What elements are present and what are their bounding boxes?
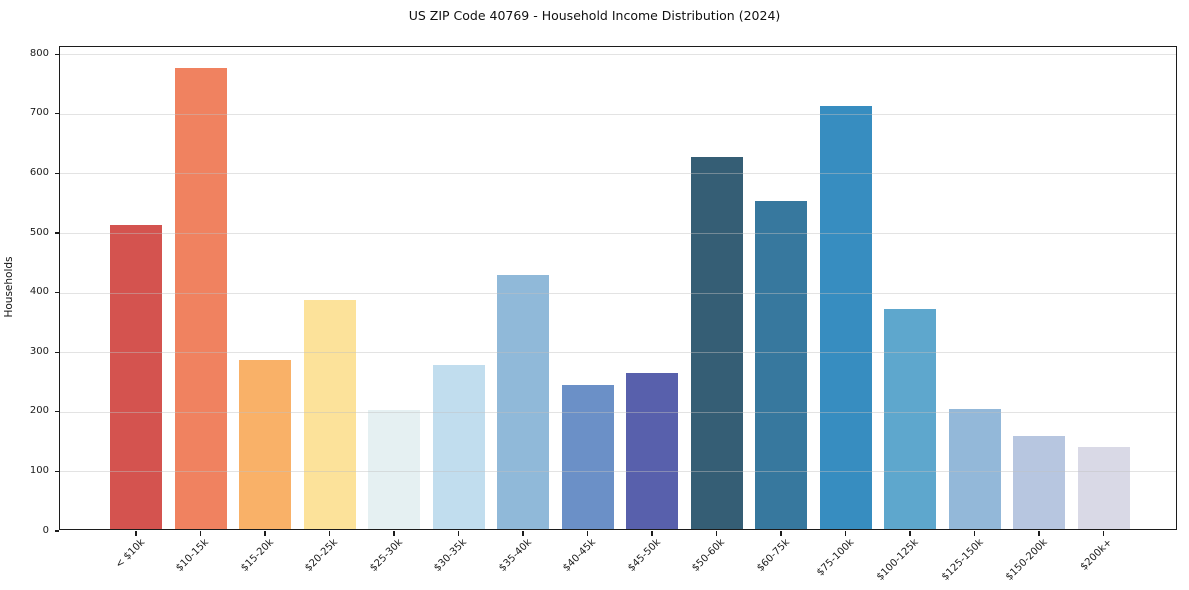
x-tick-mark	[457, 531, 460, 536]
x-tick-mark	[522, 531, 524, 536]
bar	[174, 68, 227, 529]
x-tick-label: $60-75k	[754, 537, 792, 574]
y-tick-label: 100	[29, 464, 49, 476]
bar	[110, 225, 162, 529]
x-tick-mark	[780, 531, 782, 536]
x-tick-mark	[264, 531, 266, 536]
x-tick-mark	[651, 531, 653, 536]
y-tick-mark	[54, 411, 59, 413]
x-tick-label: $10-15k	[174, 537, 212, 574]
x-tick-mark	[973, 531, 976, 536]
y-tick-mark	[54, 53, 59, 55]
plot-area	[54, 46, 1177, 536]
gridline	[60, 173, 1176, 175]
bar	[1077, 447, 1130, 529]
gridline	[60, 233, 1176, 234]
x-tick-label: $200k+	[1078, 537, 1115, 573]
y-tick-label: 300	[29, 345, 49, 357]
bar	[239, 359, 291, 529]
y-tick-mark	[54, 232, 59, 234]
x-tick-mark	[715, 531, 718, 536]
y-tick-mark	[54, 113, 59, 115]
y-tick-mark	[54, 172, 59, 174]
x-tick-mark	[844, 531, 847, 536]
x-tick-mark	[1038, 531, 1040, 536]
x-tick-mark	[1102, 531, 1105, 536]
x-tick-mark	[586, 531, 589, 536]
bar	[948, 408, 1001, 529]
y-tick-label: 400	[29, 286, 49, 298]
bar	[626, 372, 678, 529]
x-tick-label: < $10k	[113, 537, 147, 571]
y-tick-mark	[54, 470, 59, 472]
bar	[690, 156, 743, 529]
x-tick-mark	[393, 531, 395, 536]
bar	[368, 409, 420, 529]
x-tick-label: $15-20k	[238, 537, 276, 574]
x-tick-label: $50-60k	[690, 537, 728, 574]
x-tick-mark	[909, 531, 911, 536]
y-tick-label: 700	[29, 107, 49, 119]
x-tick-label: $75-100k	[814, 537, 857, 579]
x-tick-label: $150-200k	[1003, 537, 1050, 583]
gridline	[60, 471, 1176, 473]
x-tick-label: $125-150k	[939, 537, 986, 583]
x-tick-label: $40-45k	[561, 537, 599, 574]
x-tick-label: $25-30k	[367, 537, 405, 574]
gridline	[60, 113, 1176, 115]
bar	[303, 299, 356, 529]
bar	[432, 364, 485, 529]
bar	[497, 274, 549, 529]
y-tick-label: 600	[29, 166, 49, 178]
gridline	[60, 352, 1176, 354]
bar	[1013, 436, 1065, 529]
y-tick-mark	[54, 292, 59, 294]
gridline	[60, 54, 1176, 56]
x-tick-label: $100-125k	[874, 537, 921, 583]
x-tick-mark	[328, 531, 331, 536]
x-tick-label: $35-40k	[496, 537, 534, 574]
y-tick-mark	[54, 530, 59, 532]
x-tick-label: $30-35k	[432, 537, 470, 574]
y-tick-label: 0	[42, 524, 49, 536]
bar	[819, 106, 872, 529]
gridline	[60, 411, 1176, 413]
y-tick-mark	[54, 351, 59, 353]
y-tick-label: 800	[29, 47, 49, 59]
gridline	[60, 292, 1176, 294]
bar	[561, 384, 614, 529]
x-tick-mark	[199, 531, 202, 536]
x-tick-label: $20-25k	[303, 537, 341, 574]
bar	[884, 308, 936, 529]
x-tick-mark	[135, 531, 137, 536]
y-tick-label: 500	[29, 226, 49, 238]
chart-title: US ZIP Code 40769 - Household Income Dis…	[408, 8, 781, 23]
x-tick-label: $45-50k	[625, 537, 663, 574]
y-tick-label: 200	[29, 405, 49, 417]
bar	[755, 200, 807, 529]
